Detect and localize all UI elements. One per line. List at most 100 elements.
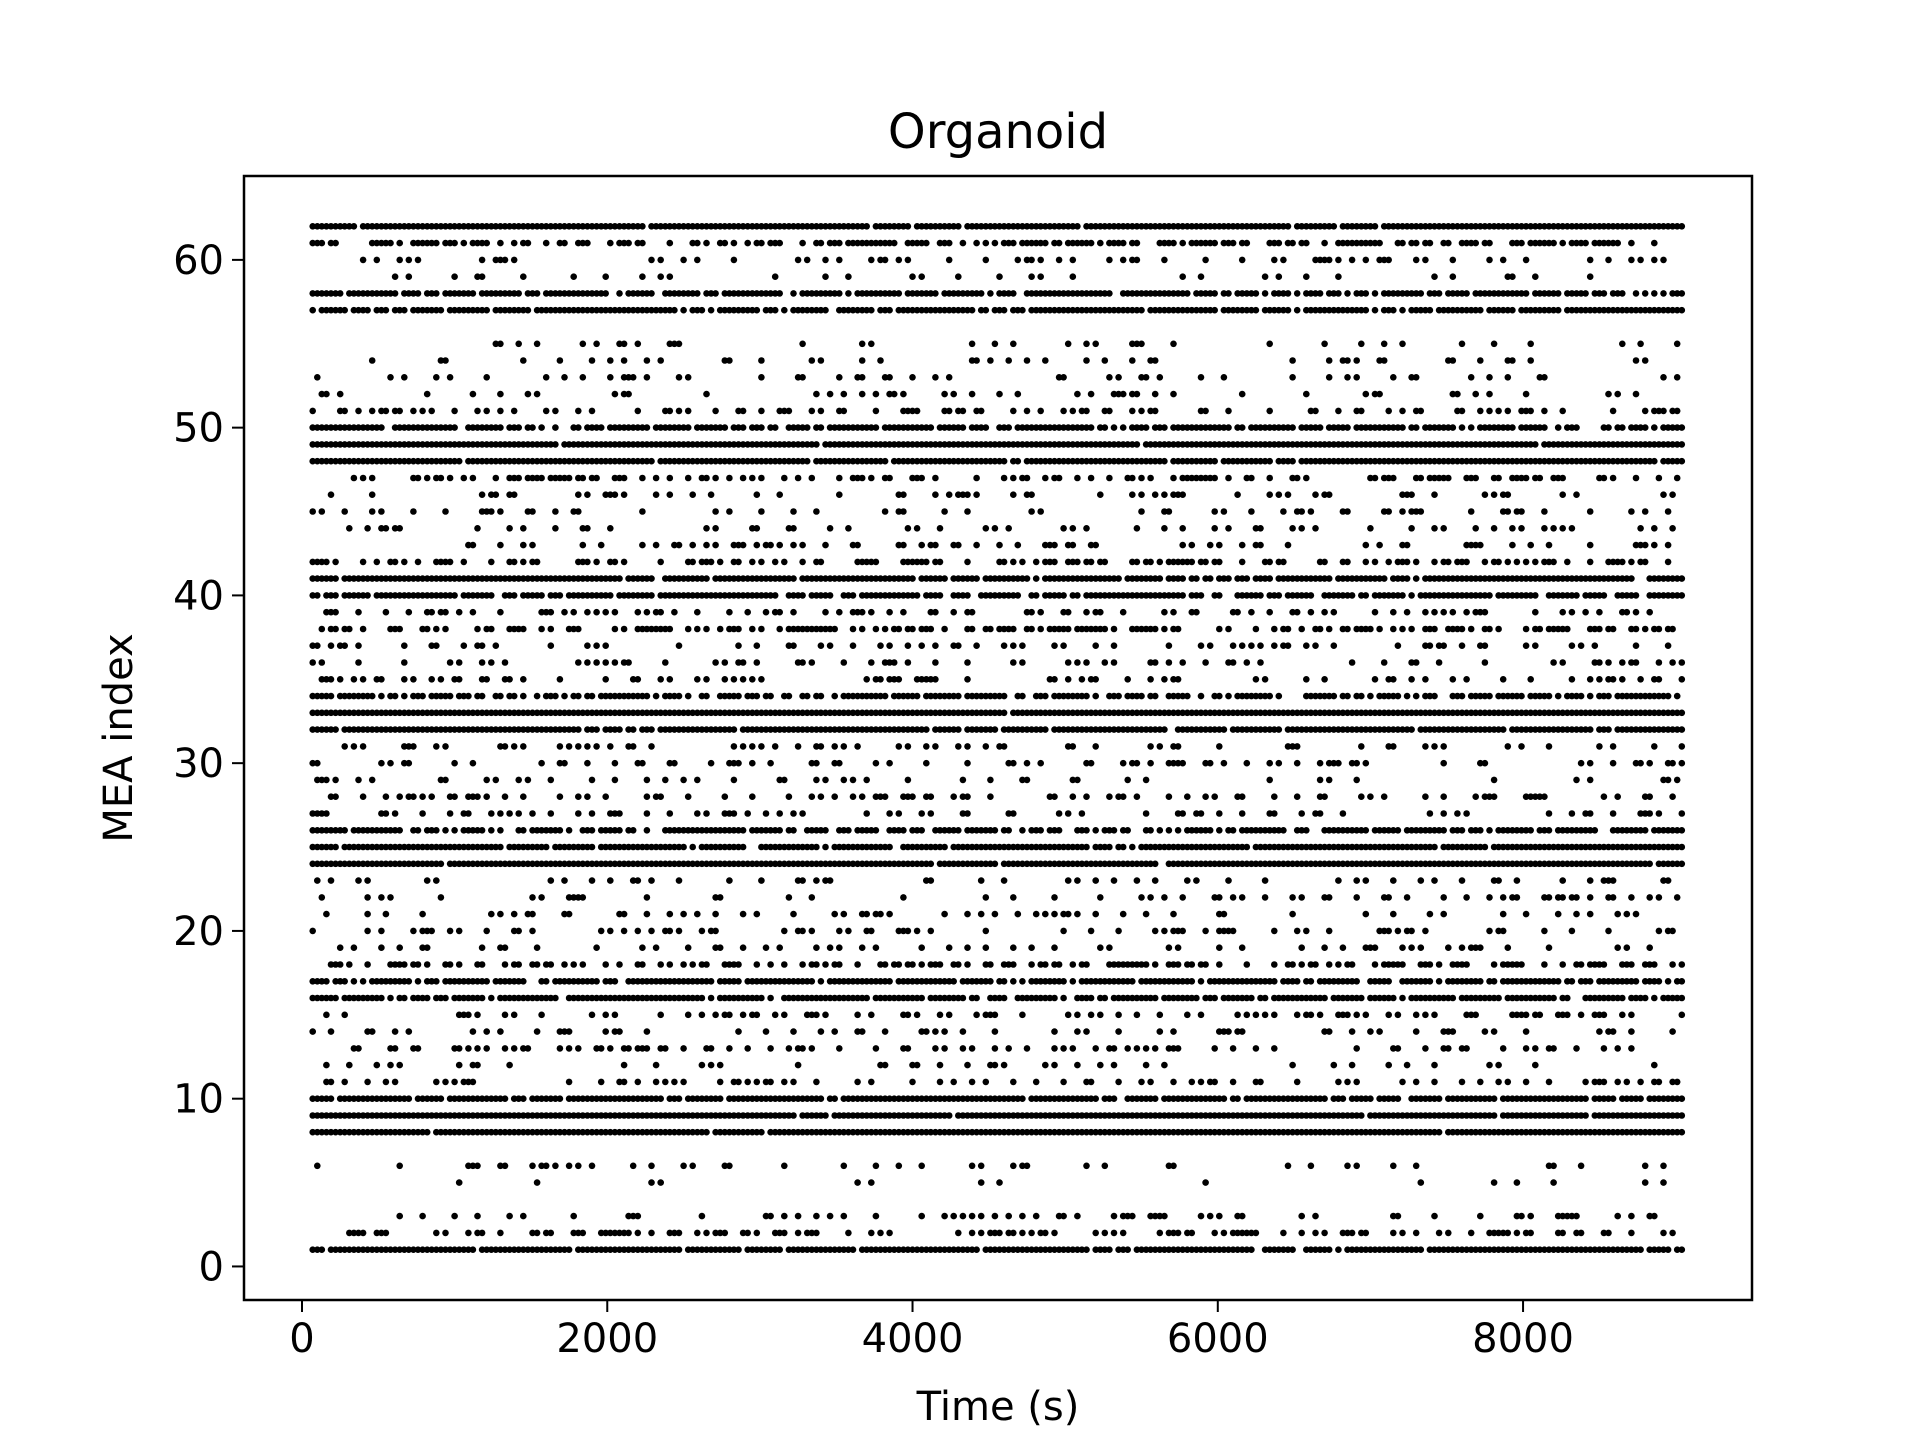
spike-point	[1395, 827, 1402, 834]
spike-point	[1550, 1179, 1557, 1186]
spike-point	[676, 1246, 683, 1253]
spike-point	[896, 1163, 903, 1170]
spike-point	[1317, 1012, 1324, 1019]
spike-point	[1363, 827, 1370, 834]
spike-point	[804, 693, 811, 700]
spike-point	[744, 1079, 751, 1086]
spike-point	[593, 743, 600, 750]
spike-point	[1353, 1163, 1360, 1170]
spike-point	[1514, 1230, 1521, 1237]
spike-point	[813, 760, 820, 767]
spike-point	[868, 1079, 875, 1086]
spike-point	[1637, 1095, 1644, 1102]
spike-point	[1628, 1028, 1635, 1035]
spike-point	[1326, 1246, 1333, 1253]
spike-point	[932, 1028, 939, 1035]
spike-point	[657, 1095, 664, 1102]
spike-point	[1619, 676, 1626, 683]
spike-point	[932, 676, 939, 683]
spike-point	[1390, 1230, 1397, 1237]
spike-point	[332, 793, 339, 800]
spike-point	[1340, 810, 1347, 817]
spike-point	[1459, 626, 1466, 633]
spike-point	[1459, 693, 1466, 700]
spike-point	[694, 676, 701, 683]
spike-point	[1385, 978, 1392, 985]
spike-point	[932, 1045, 939, 1052]
spike-point	[863, 995, 870, 1002]
spike-point	[1211, 1045, 1218, 1052]
spike-point	[918, 642, 925, 649]
spike-point	[332, 995, 339, 1002]
spike-point	[964, 743, 971, 750]
spike-point	[863, 911, 870, 918]
spike-point	[978, 1163, 985, 1170]
spike-point	[937, 1079, 944, 1086]
spike-point	[694, 810, 701, 817]
spike-point	[415, 978, 422, 985]
spike-point	[529, 810, 536, 817]
spike-point	[964, 793, 971, 800]
spike-point	[428, 676, 435, 683]
spike-point	[1674, 693, 1681, 700]
spike-point	[456, 609, 463, 616]
spike-point	[1646, 894, 1653, 901]
spike-point	[506, 810, 513, 817]
spike-point	[1019, 1213, 1026, 1220]
spike-point	[1569, 642, 1576, 649]
spike-point	[488, 810, 495, 817]
spike-point	[1614, 1079, 1621, 1086]
spike-point	[396, 1163, 403, 1170]
spike-point	[341, 642, 348, 649]
spike-point	[905, 659, 912, 666]
spike-point	[1074, 1012, 1081, 1019]
spike-point	[1312, 1230, 1319, 1237]
spike-point	[1179, 894, 1186, 901]
spike-point	[1587, 877, 1594, 884]
spike-point	[662, 777, 669, 784]
spike-point	[502, 961, 509, 968]
spike-point	[1587, 810, 1594, 817]
spike-point	[1070, 961, 1077, 968]
spike-point	[1042, 693, 1049, 700]
spike-point	[1390, 743, 1397, 750]
spike-point	[1587, 760, 1594, 767]
spike-point	[598, 928, 605, 935]
spike-point	[909, 626, 916, 633]
spike-point	[795, 1213, 802, 1220]
spike-point	[1344, 693, 1351, 700]
spike-point	[1271, 961, 1278, 968]
spike-point	[314, 1163, 321, 1170]
spike-point	[1367, 1028, 1374, 1035]
spike-point	[680, 1079, 687, 1086]
spike-point	[818, 693, 825, 700]
spike-point	[699, 1012, 706, 1019]
spike-point	[896, 676, 903, 683]
spike-point	[424, 626, 431, 633]
spike-point	[740, 743, 747, 750]
spike-point	[905, 928, 912, 935]
spike-point	[406, 1095, 413, 1102]
spike-point	[1262, 1012, 1269, 1019]
spike-point	[415, 961, 422, 968]
spike-point	[726, 877, 733, 884]
spike-point	[1665, 1246, 1672, 1253]
spike-point	[1353, 894, 1360, 901]
spike-point	[1628, 894, 1635, 901]
spike-point	[396, 944, 403, 951]
spike-point	[392, 693, 399, 700]
spike-point	[685, 1012, 692, 1019]
spike-point	[1495, 995, 1502, 1002]
spike-point	[950, 978, 957, 985]
spike-point	[1092, 642, 1099, 649]
spike-point	[1170, 1079, 1177, 1086]
spike-point	[1546, 1079, 1553, 1086]
spike-point	[1569, 928, 1576, 935]
spike-point	[1239, 793, 1246, 800]
spike-point	[635, 1079, 642, 1086]
spike-point	[1308, 1012, 1315, 1019]
spike-point	[882, 1028, 889, 1035]
spike-point	[479, 944, 486, 951]
spike-point	[1115, 1028, 1122, 1035]
spike-point	[1440, 911, 1447, 918]
